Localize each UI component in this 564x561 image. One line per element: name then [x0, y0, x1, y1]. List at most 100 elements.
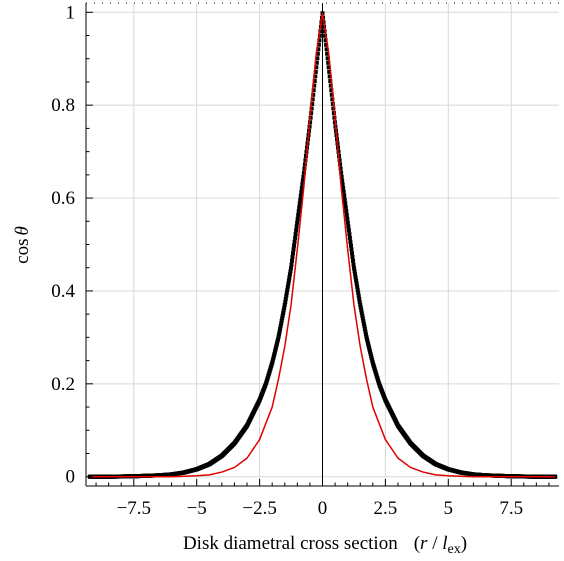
data-point	[351, 258, 356, 263]
series-layer	[87, 11, 558, 479]
data-point	[299, 186, 304, 191]
data-point	[272, 349, 277, 354]
data-point	[367, 345, 372, 350]
data-point	[323, 38, 328, 43]
data-point	[290, 254, 295, 259]
data-point	[346, 224, 351, 229]
data-point	[274, 343, 279, 348]
data-point	[293, 235, 298, 240]
data-point	[270, 360, 275, 365]
data-point	[352, 266, 357, 271]
data-point	[360, 316, 365, 321]
data-point	[349, 251, 354, 256]
data-point	[366, 341, 371, 346]
data-point	[361, 321, 366, 326]
data-point	[272, 351, 277, 356]
data-point	[325, 51, 330, 56]
data-point	[285, 284, 290, 289]
data-point	[310, 101, 315, 106]
data-point	[355, 287, 360, 292]
data-point	[357, 296, 362, 301]
data-point	[286, 278, 291, 283]
data-point	[316, 42, 321, 47]
data-point	[270, 358, 275, 363]
data-point	[370, 358, 375, 363]
data-point	[292, 239, 297, 244]
data-point	[341, 186, 346, 191]
data-point	[326, 60, 331, 65]
data-point	[337, 158, 342, 163]
data-point	[273, 345, 278, 350]
data-point	[278, 327, 283, 332]
x-tick-label: 7.5	[499, 498, 523, 519]
data-point	[355, 284, 360, 289]
data-point	[299, 190, 304, 195]
data-point	[360, 313, 365, 318]
data-point	[329, 88, 334, 93]
data-point	[367, 347, 372, 352]
data-point	[369, 356, 374, 361]
data-point	[282, 305, 287, 310]
data-point	[324, 42, 329, 47]
data-point	[301, 174, 306, 179]
data-point	[343, 205, 348, 210]
data-point	[340, 182, 345, 187]
data-point	[338, 162, 343, 167]
y-tick-label: 0.4	[51, 281, 75, 302]
data-point	[328, 79, 333, 84]
data-point	[354, 278, 359, 283]
data-point	[338, 166, 343, 171]
data-point	[277, 332, 282, 337]
data-point	[312, 79, 317, 84]
data-point	[346, 228, 351, 233]
data-point	[316, 47, 321, 52]
data-point	[361, 318, 366, 323]
data-point	[339, 174, 344, 179]
data-point	[277, 329, 282, 334]
x-tick-label: −7.5	[117, 498, 151, 519]
data-point	[356, 293, 361, 298]
data-point	[300, 182, 305, 187]
data-point	[315, 56, 320, 61]
data-point	[328, 83, 333, 88]
series-line	[89, 12, 556, 478]
data-point	[315, 51, 320, 56]
data-point	[294, 224, 299, 229]
data-point	[353, 272, 358, 277]
data-point	[329, 92, 334, 97]
data-point	[302, 166, 307, 171]
data-point	[324, 47, 329, 52]
data-point	[284, 290, 289, 295]
data-point	[359, 308, 364, 313]
x-tick-label: −5	[187, 498, 207, 519]
data-point	[357, 299, 362, 304]
data-point	[348, 239, 353, 244]
data-point	[274, 341, 279, 346]
data-point	[271, 356, 276, 361]
data-point	[349, 247, 354, 252]
data-point	[343, 201, 348, 206]
x-tick-label: 5	[444, 498, 454, 519]
data-point	[344, 209, 349, 214]
data-point	[368, 351, 373, 356]
data-point	[351, 262, 356, 267]
data-point	[297, 205, 302, 210]
data-point	[365, 339, 370, 344]
data-point	[282, 302, 287, 307]
data-point	[271, 354, 276, 359]
ticks: −7.5 −5 −2.5 0 2.5 5 7.5 0 0.2 0.4 0.6 0.8 1	[51, 2, 550, 519]
data-point	[303, 158, 308, 163]
data-point	[362, 324, 367, 329]
data-point	[327, 69, 332, 74]
data-point	[347, 235, 352, 240]
data-point	[289, 262, 294, 267]
plot-frame	[85, 2, 559, 487]
data-point	[344, 212, 349, 217]
data-point	[298, 197, 303, 202]
data-point	[281, 310, 286, 315]
data-point	[363, 332, 368, 337]
data-point	[362, 327, 367, 332]
data-point	[317, 33, 322, 38]
data-point	[284, 293, 289, 298]
